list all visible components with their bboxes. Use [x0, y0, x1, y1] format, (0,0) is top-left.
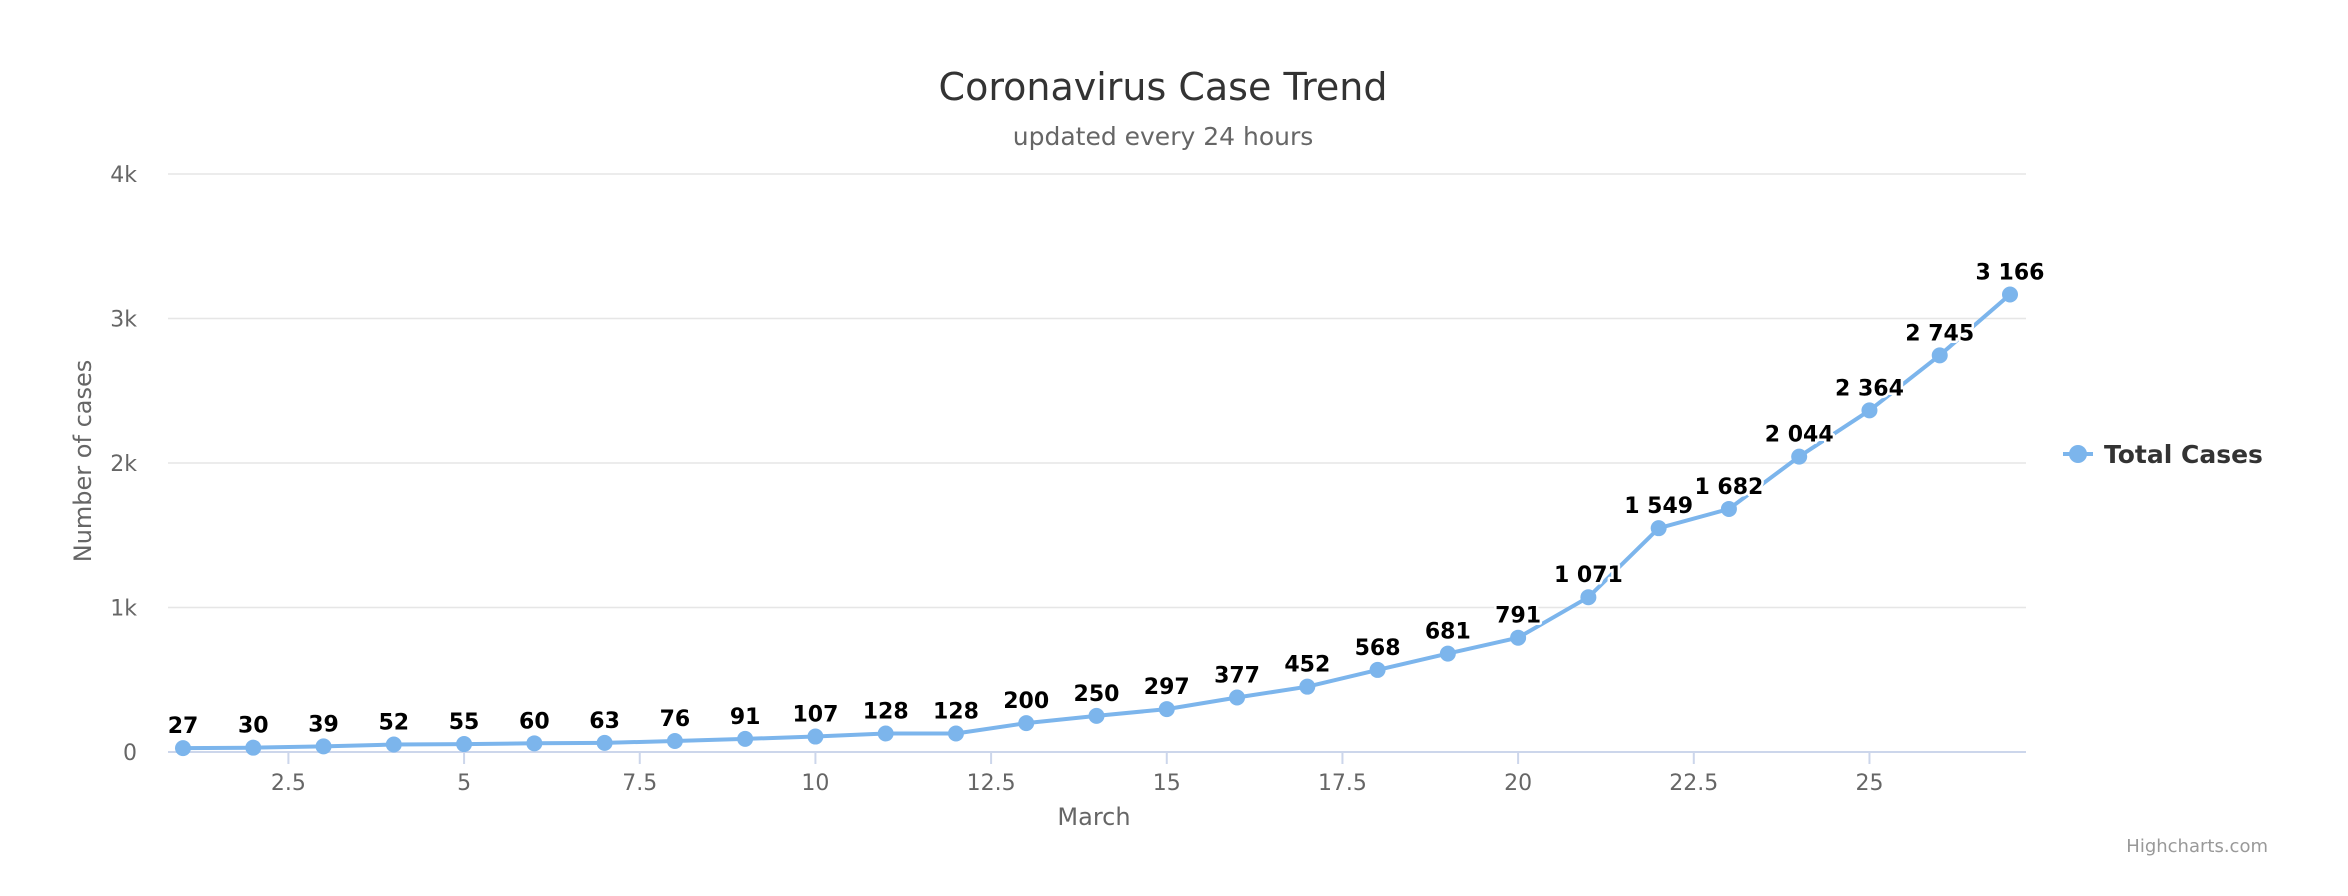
data-point[interactable]: [947, 725, 964, 742]
data-point[interactable]: [1931, 347, 1948, 364]
data-point[interactable]: [877, 725, 894, 742]
data-point[interactable]: [175, 740, 191, 757]
y-tick-label: 1k: [110, 597, 137, 622]
data-point[interactable]: [1158, 701, 1175, 718]
data-point[interactable]: [456, 736, 473, 753]
data-label: 55: [449, 710, 480, 735]
data-point[interactable]: [1720, 500, 1737, 517]
data-label: 107: [792, 703, 838, 728]
legend[interactable]: Total Cases: [2063, 440, 2263, 469]
data-point[interactable]: [1650, 520, 1667, 537]
data-point[interactable]: [1088, 707, 1105, 724]
data-label: 250: [1074, 682, 1120, 707]
data-label: 568: [1355, 636, 1401, 661]
y-tick-label: 2k: [110, 452, 137, 477]
data-point[interactable]: [1580, 589, 1597, 606]
x-tick-label: 2.5: [271, 771, 306, 796]
data-label: 200: [1003, 689, 1049, 714]
data-label: 76: [660, 707, 691, 732]
y-tick-label: 3k: [110, 308, 137, 333]
data-point[interactable]: [1510, 629, 1527, 646]
data-point[interactable]: [1299, 678, 1316, 695]
series-line: [182, 292, 2012, 751]
data-label: 1 071: [1554, 563, 1623, 588]
data-point[interactable]: [315, 738, 332, 755]
data-label: 377: [1214, 664, 1260, 689]
axes: 0 1k 2k 3k 4k 2.5 5 7.5 10 12.5 15 17.5 20 22.5 25: [110, 163, 2026, 796]
chart-subtitle: updated every 24 hours: [1013, 122, 1314, 151]
data-point[interactable]: [245, 739, 262, 756]
grid-lines: [168, 173, 2026, 609]
data-label: 30: [238, 714, 269, 739]
data-point[interactable]: [1229, 689, 1246, 706]
y-tick-label: 0: [123, 741, 137, 766]
data-label: 2 745: [1905, 321, 1974, 346]
x-tick-label: 20: [1504, 771, 1532, 796]
data-label: 1 682: [1694, 475, 1763, 500]
x-tick-label: 5: [457, 771, 471, 796]
x-tick-label: 15: [1153, 771, 1181, 796]
legend-item-total-cases[interactable]: Total Cases: [2104, 440, 2263, 469]
data-label: 1 549: [1624, 494, 1693, 519]
y-axis-title: Number of cases: [69, 360, 97, 562]
data-label: 60: [519, 709, 550, 734]
y-tick-label: 4k: [110, 163, 137, 188]
x-tick-label: 17.5: [1318, 771, 1367, 796]
data-label: 128: [933, 700, 979, 725]
data-point[interactable]: [1369, 661, 1386, 678]
data-labels: 27 30 39 52 55 60 63 76 91 107 128 128 200 250 297 377 4…: [165, 258, 2047, 742]
data-label: 91: [730, 705, 761, 730]
data-point[interactable]: [1439, 645, 1456, 662]
x-tick-label: 12.5: [967, 771, 1016, 796]
data-label: 128: [863, 700, 909, 725]
data-label: 452: [1284, 653, 1330, 678]
data-label: 39: [308, 712, 339, 737]
data-point[interactable]: [666, 733, 683, 750]
x-tick-label: 7.5: [622, 771, 657, 796]
x-tick-label: 10: [801, 771, 829, 796]
legend-marker-icon: [2069, 445, 2087, 463]
data-label: 681: [1425, 620, 1471, 645]
data-label: 791: [1495, 604, 1541, 629]
x-tick-label: 25: [1855, 771, 1883, 796]
data-point[interactable]: [2002, 286, 2018, 303]
x-tick-label: 22.5: [1669, 771, 1718, 796]
data-point[interactable]: [526, 735, 543, 752]
data-point[interactable]: [385, 736, 402, 753]
data-point[interactable]: [1018, 715, 1035, 732]
data-label: 27: [168, 714, 199, 739]
data-label: 3 166: [1976, 261, 2045, 286]
data-label: 2 044: [1765, 423, 1834, 448]
data-point[interactable]: [737, 730, 754, 747]
data-label: 297: [1144, 675, 1190, 700]
data-label: 2 364: [1835, 376, 1904, 401]
credits-link[interactable]: Highcharts.com: [2126, 836, 2268, 857]
series-total-cases[interactable]: [175, 286, 2018, 757]
data-point[interactable]: [1791, 448, 1808, 465]
data-point[interactable]: [807, 728, 824, 745]
data-point[interactable]: [1861, 402, 1878, 419]
x-axis-title: March: [1057, 803, 1130, 831]
data-label: 52: [378, 710, 409, 735]
chart-title: Coronavirus Case Trend: [939, 65, 1388, 109]
data-point[interactable]: [596, 734, 613, 751]
data-label: 63: [589, 709, 620, 734]
